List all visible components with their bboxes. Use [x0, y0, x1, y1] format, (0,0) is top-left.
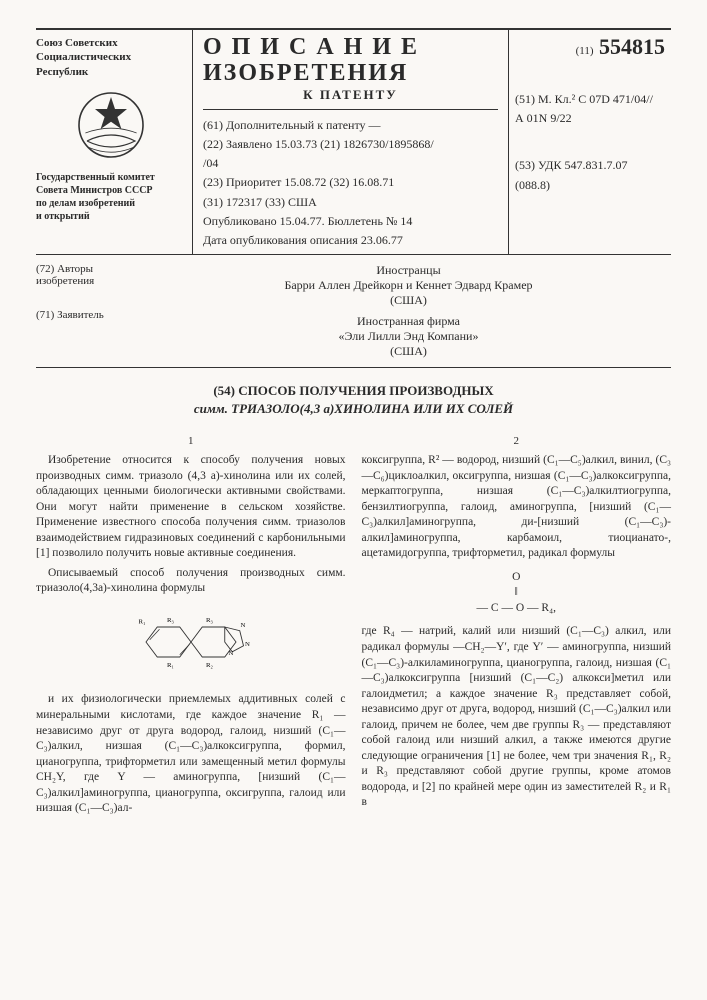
chemical-structure: R₁ R₃ R₃ R₁ R₂ N N N	[36, 607, 346, 683]
document-subtitle: К ПАТЕНТУ	[203, 87, 498, 103]
field-53: (53) УДК 547.831.7.07 (088.8)	[515, 156, 665, 194]
parties-values: Иностранцы Барри Аллен Дрейкорн и Кеннет…	[146, 263, 671, 359]
paragraph-1: Изобретение относится к способу получени…	[36, 453, 346, 562]
issuer-line: Социалистических	[36, 50, 186, 64]
svg-text:R₃: R₃	[167, 617, 175, 624]
publication-info: Опубликовано 15.04.77. Бюллетень № 14	[203, 212, 498, 231]
svg-text:R₁: R₁	[167, 662, 174, 669]
committee-line: по делам изобретений	[36, 197, 186, 210]
bibliographic-data: (61) Дополнительный к патенту — (22) Зая…	[203, 116, 498, 250]
field-22-21: (22) Заявлено 15.03.73 (21) 1826730/1895…	[203, 135, 498, 173]
patent-number: (11) 554815	[515, 34, 665, 60]
parties-row: (72) Авторы изобретения (71) Заявитель И…	[36, 255, 671, 368]
paragraph-4: коксигруппа, R² — водород, низший (С₁—С₅…	[362, 453, 672, 562]
header-block: Союз Советских Социалистических Республи…	[36, 28, 671, 255]
field-61: (61) Дополнительный к патенту —	[203, 116, 498, 135]
svg-text:N: N	[245, 641, 250, 648]
field-23-32: (23) Приоритет 15.08.72 (32) 16.08.71	[203, 173, 498, 192]
paragraph-5: где R₄ — натрий, калий или низший (С₁—С₃…	[362, 624, 672, 810]
svg-text:N: N	[228, 650, 233, 657]
paragraph-2: Описываемый способ получения производных…	[36, 566, 346, 597]
authors-label: (72) Авторы изобретения	[36, 263, 146, 287]
col2-number: 2	[362, 434, 672, 449]
patent-prefix: (11)	[576, 45, 594, 57]
applicant-label: (71) Заявитель	[36, 309, 146, 321]
header-left: Союз Советских Социалистических Республи…	[36, 30, 193, 254]
svg-text:N: N	[240, 622, 245, 629]
issuer-line: Республик	[36, 65, 186, 79]
column-1: 1 Изобретение относится к способу получе…	[36, 434, 346, 820]
column-2: 2 коксигруппа, R² — водород, низший (С₁—…	[362, 434, 672, 820]
issuer-line: Союз Советских	[36, 36, 186, 50]
paragraph-3: и их физиологически приемлемых аддитивны…	[36, 692, 346, 816]
committee-line: Государственный комитет	[36, 171, 186, 184]
header-middle: О П И С А Н И Е ИЗОБРЕТЕНИЯ К ПАТЕНТУ (6…	[193, 30, 509, 254]
header-right: (11) 554815 (51) М. Кл.² C 07D 471/04// …	[509, 30, 671, 254]
body-columns: 1 Изобретение относится к способу получе…	[36, 434, 671, 820]
committee-line: и открытий	[36, 210, 186, 223]
parties-labels: (72) Авторы изобретения (71) Заявитель	[36, 263, 146, 359]
title-line2: симм. ТРИАЗОЛО(4,3 а)ХИНОЛИНА ИЛИ ИХ СОЛ…	[194, 401, 513, 416]
svg-text:R₂: R₂	[206, 662, 213, 669]
description-date: Дата опубликования описания 23.06.77	[203, 231, 498, 250]
field-31-33: (31) 172317 (33) США	[203, 193, 498, 212]
document-title-2: ИЗОБРЕТЕНИЯ	[203, 60, 498, 86]
document-title-1: О П И С А Н И Е	[203, 34, 498, 60]
committee: Государственный комитет Совета Министров…	[36, 171, 186, 223]
formula-block: О ‖ — С — О — R₄,	[362, 570, 672, 617]
committee-line: Совета Министров СССР	[36, 184, 186, 197]
issuer: Союз Советских Социалистических Республи…	[36, 36, 186, 79]
field-51: (51) М. Кл.² C 07D 471/04// А 01N 9/22	[515, 90, 665, 128]
state-emblem-icon	[71, 85, 151, 165]
invention-title: (54) СПОСОБ ПОЛУЧЕНИЯ ПРОИЗВОДНЫХ симм. …	[36, 382, 671, 418]
svg-text:R₁: R₁	[138, 618, 145, 625]
title-code: (54)	[213, 383, 235, 398]
col1-number: 1	[36, 434, 346, 449]
svg-text:R₃: R₃	[206, 617, 214, 624]
patent-number-value: 554815	[599, 34, 665, 59]
title-line1: СПОСОБ ПОЛУЧЕНИЯ ПРОИЗВОДНЫХ	[238, 383, 493, 398]
applicant-value: Иностранная фирма «Эли Лилли Энд Компани…	[146, 314, 671, 359]
authors-value: Иностранцы Барри Аллен Дрейкорн и Кеннет…	[146, 263, 671, 308]
